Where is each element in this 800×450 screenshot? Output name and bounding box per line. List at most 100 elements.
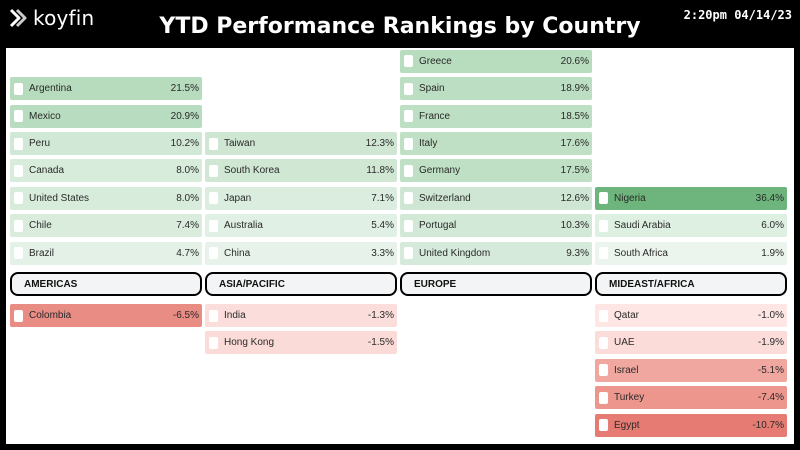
ytd-return-value: 11.8% — [366, 165, 394, 177]
country-row[interactable]: Qatar -1.0% — [595, 304, 787, 327]
ytd-return-value: -1.0% — [757, 310, 784, 321]
row-checkbox[interactable] — [599, 364, 608, 377]
row-checkbox[interactable] — [14, 82, 23, 95]
country-row[interactable]: China 3.3% — [205, 241, 397, 265]
timestamp: 2:20pm 04/14/23 — [683, 8, 792, 22]
country-name: Peru — [29, 138, 51, 149]
country-row[interactable]: Argentina 21.5% — [10, 77, 202, 101]
ytd-return-value: 1.9% — [761, 247, 784, 259]
row-checkbox[interactable] — [404, 55, 413, 68]
country-row[interactable]: Peru 10.2% — [10, 132, 202, 155]
region-header[interactable]: AMERICAS — [10, 272, 202, 296]
row-checkbox[interactable] — [599, 192, 608, 205]
country-name: South Korea — [224, 165, 280, 177]
country-row[interactable]: Brazil 4.7% — [10, 241, 202, 265]
row-checkbox[interactable] — [209, 309, 218, 322]
country-row[interactable]: UAE -1.9% — [595, 331, 787, 355]
row-checkbox[interactable] — [599, 247, 608, 260]
row-checkbox[interactable] — [599, 391, 608, 404]
country-row[interactable]: Israel -5.1% — [595, 358, 787, 382]
koyfin-logo-icon — [9, 8, 27, 28]
row-checkbox[interactable] — [599, 219, 608, 232]
row-checkbox[interactable] — [404, 164, 413, 177]
country-name: Argentina — [29, 83, 72, 95]
row-checkbox[interactable] — [14, 110, 23, 123]
row-checkbox[interactable] — [404, 219, 413, 232]
row-checkbox[interactable] — [404, 247, 413, 260]
ytd-return-value: -5.1% — [757, 364, 784, 376]
ytd-return-value: 10.2% — [170, 138, 199, 149]
row-checkbox[interactable] — [209, 219, 218, 232]
ytd-return-value: 3.3% — [371, 247, 394, 259]
row-checkbox[interactable] — [209, 192, 218, 205]
row-checkbox[interactable] — [14, 192, 23, 205]
country-row[interactable]: Germany 17.5% — [400, 159, 592, 183]
region-header[interactable]: MIDEAST/AFRICA — [595, 272, 787, 296]
country-row[interactable]: Italy 17.6% — [400, 132, 592, 155]
country-row[interactable]: Hong Kong -1.5% — [205, 331, 397, 355]
row-checkbox[interactable] — [404, 82, 413, 95]
ytd-return-value: -1.3% — [367, 310, 394, 321]
row-checkbox[interactable] — [209, 164, 218, 177]
ytd-return-value: 8.0% — [176, 165, 199, 177]
country-name: Spain — [419, 83, 445, 95]
region-header[interactable]: ASIA/PACIFIC — [205, 272, 397, 296]
country-row[interactable]: South Africa 1.9% — [595, 241, 787, 265]
country-name: Portugal — [419, 220, 457, 232]
country-row[interactable]: Portugal 10.3% — [400, 214, 592, 238]
row-checkbox[interactable] — [599, 336, 608, 349]
brand-name: koyfin — [33, 6, 95, 30]
country-row[interactable]: Egypt -10.7% — [595, 413, 787, 437]
country-name: Japan — [224, 192, 252, 204]
country-row[interactable]: United Kingdom 9.3% — [400, 241, 592, 265]
country-name: Israel — [614, 364, 639, 376]
row-checkbox[interactable] — [14, 164, 23, 177]
row-checkbox[interactable] — [14, 309, 23, 322]
header-bar: koyfin YTD Performance Rankings by Count… — [0, 0, 800, 46]
country-name: Canada — [29, 165, 65, 177]
country-name: Qatar — [614, 310, 640, 321]
country-row[interactable]: Switzerland 12.6% — [400, 186, 592, 210]
row-checkbox[interactable] — [14, 137, 23, 150]
country-row[interactable]: Colombia -6.5% — [10, 304, 202, 327]
ytd-return-value: 36.4% — [755, 192, 784, 204]
country-name: Mexico — [29, 110, 61, 122]
country-row[interactable]: Turkey -7.4% — [595, 386, 787, 410]
country-row[interactable]: Greece 20.6% — [400, 49, 592, 73]
row-checkbox[interactable] — [599, 309, 608, 322]
row-checkbox[interactable] — [404, 137, 413, 150]
country-name: Chile — [29, 220, 52, 232]
country-name: Greece — [419, 55, 452, 67]
country-row[interactable]: Chile 7.4% — [10, 214, 202, 238]
country-row[interactable]: Japan 7.1% — [205, 186, 397, 210]
country-row[interactable]: Spain 18.9% — [400, 77, 592, 101]
ytd-return-value: 18.5% — [560, 110, 589, 122]
row-checkbox[interactable] — [209, 247, 218, 260]
row-checkbox[interactable] — [209, 336, 218, 349]
country-row[interactable]: Saudi Arabia 6.0% — [595, 214, 787, 238]
country-row[interactable]: India -1.3% — [205, 304, 397, 327]
row-checkbox[interactable] — [404, 110, 413, 123]
country-row[interactable]: United States 8.0% — [10, 186, 202, 210]
country-row[interactable]: Canada 8.0% — [10, 159, 202, 183]
country-row[interactable]: South Korea 11.8% — [205, 159, 397, 183]
row-checkbox[interactable] — [209, 137, 218, 150]
country-row[interactable]: Taiwan 12.3% — [205, 132, 397, 155]
ytd-return-value: 8.0% — [176, 192, 199, 204]
country-row[interactable]: France 18.5% — [400, 104, 592, 128]
country-name: United Kingdom — [419, 247, 491, 259]
country-name: India — [224, 310, 246, 321]
country-name: Germany — [419, 165, 461, 177]
country-row[interactable]: Australia 5.4% — [205, 214, 397, 238]
row-checkbox[interactable] — [404, 192, 413, 205]
region-header[interactable]: EUROPE — [400, 272, 592, 296]
row-checkbox[interactable] — [14, 247, 23, 260]
country-row[interactable]: Nigeria 36.4% — [595, 186, 787, 210]
row-checkbox[interactable] — [599, 419, 608, 432]
ytd-return-value: -1.5% — [367, 337, 394, 349]
ytd-return-value: -10.7% — [752, 419, 784, 431]
country-row[interactable]: Mexico 20.9% — [10, 104, 202, 128]
ytd-return-value: 9.3% — [566, 247, 589, 259]
row-checkbox[interactable] — [14, 219, 23, 232]
ytd-return-value: 5.4% — [371, 220, 394, 232]
